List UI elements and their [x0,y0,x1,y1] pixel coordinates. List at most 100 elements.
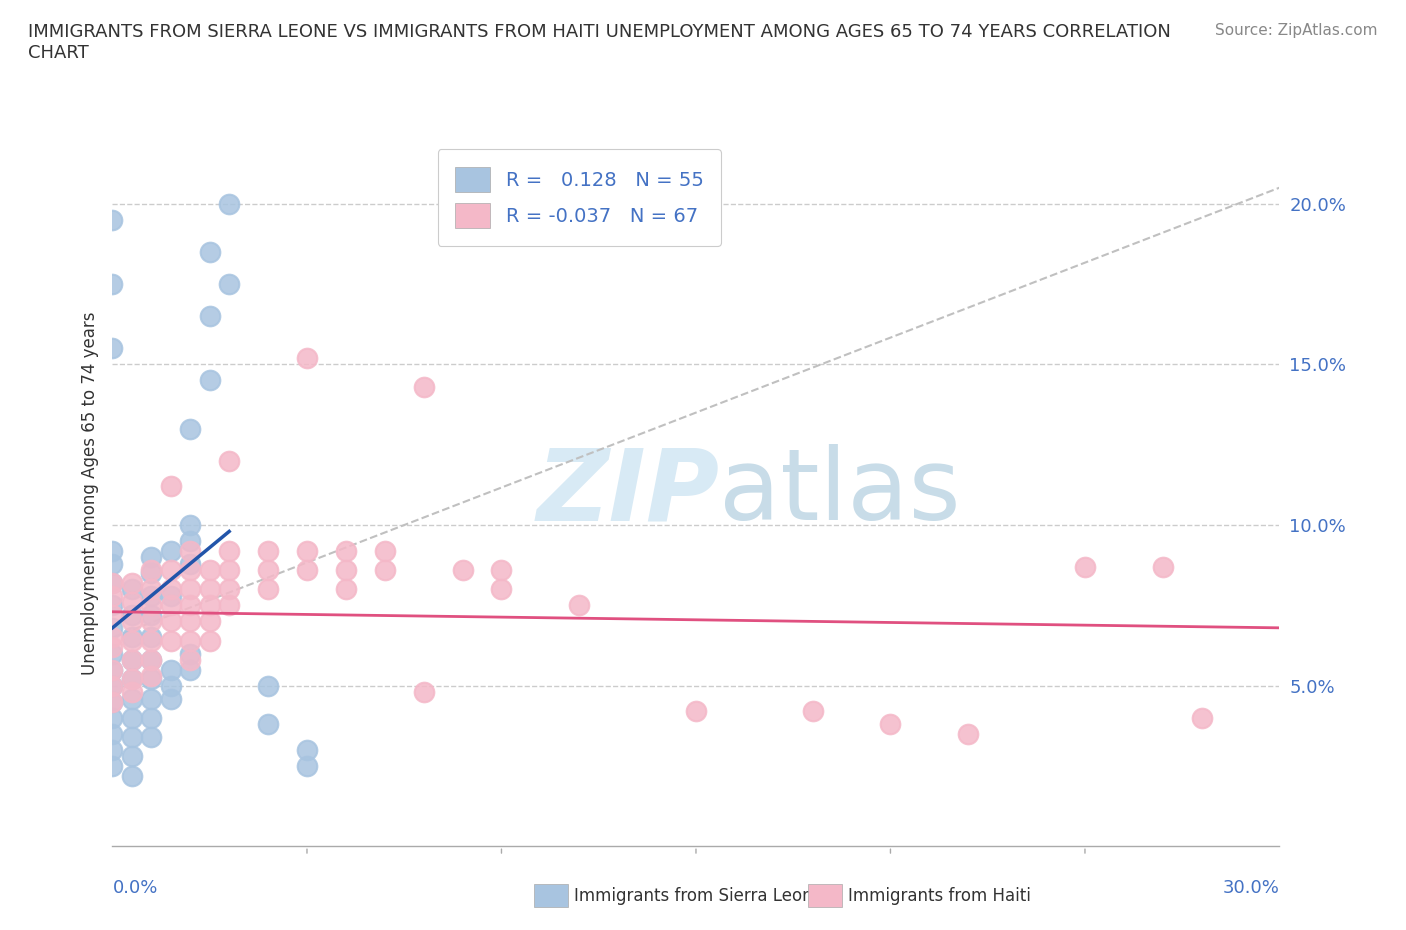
Point [179,556,201,571]
Point [141,565,163,580]
Legend: R =   0.128   N = 55, R = -0.037   N = 67: R = 0.128 N = 55, R = -0.037 N = 67 [437,149,721,246]
Point [141,550,163,565]
Point [218,276,240,291]
Point [160,662,183,677]
Text: Immigrants from Sierra Leone: Immigrants from Sierra Leone [574,886,823,905]
Point [491,563,513,578]
Text: CHART: CHART [28,44,89,61]
Point [141,671,163,686]
Point [451,563,474,578]
Point [101,630,124,644]
Point [101,576,124,591]
Point [1152,559,1174,574]
Point [412,379,434,394]
Point [179,518,201,533]
Text: Source: ZipAtlas.com: Source: ZipAtlas.com [1215,23,1378,38]
Point [121,730,143,745]
Point [141,730,163,745]
Point [101,640,124,655]
Point [198,309,221,324]
Point [160,614,183,629]
Point [218,196,240,211]
Point [141,614,163,629]
Point [160,678,183,693]
Point [160,582,183,597]
Point [121,576,143,591]
Point [568,598,591,613]
Point [179,534,201,549]
Point [257,717,280,732]
Point [218,453,240,468]
Point [160,543,183,558]
Point [335,582,357,597]
Point [160,563,183,578]
Point [121,671,143,686]
Point [141,653,163,668]
Point [101,726,124,741]
Point [879,717,901,732]
Point [101,576,124,591]
Point [101,678,124,693]
Point [179,662,201,677]
Point [121,653,143,668]
Point [121,594,143,609]
Point [198,373,221,388]
Point [121,749,143,764]
Point [121,582,143,597]
Point [160,589,183,604]
Point [198,563,221,578]
Point [141,563,163,578]
Point [295,543,318,558]
Point [121,653,143,668]
Point [179,582,201,597]
Point [801,704,824,719]
Y-axis label: Unemployment Among Ages 65 to 74 years: Unemployment Among Ages 65 to 74 years [80,312,98,674]
Point [141,691,163,706]
Point [257,678,280,693]
Point [121,711,143,725]
Point [101,556,124,571]
Point [295,742,318,757]
Text: IMMIGRANTS FROM SIERRA LEONE VS IMMIGRANTS FROM HAITI UNEMPLOYMENT AMONG AGES 65: IMMIGRANTS FROM SIERRA LEONE VS IMMIGRAN… [28,23,1171,41]
Point [160,598,183,613]
Point [121,684,143,699]
Point [179,598,201,613]
Point [141,653,163,668]
Point [141,633,163,648]
Point [179,614,201,629]
Point [218,598,240,613]
Point [121,630,143,644]
Point [141,630,163,644]
Text: ZIP: ZIP [536,445,720,541]
Point [101,646,124,661]
Text: 30.0%: 30.0% [1223,879,1279,897]
Point [121,614,143,629]
Point [101,620,124,635]
Point [160,691,183,706]
Point [179,633,201,648]
Point [218,563,240,578]
Point [141,589,163,604]
Point [257,543,280,558]
Point [160,633,183,648]
Text: atlas: atlas [720,445,960,541]
Point [101,276,124,291]
Point [101,711,124,725]
Text: Immigrants from Haiti: Immigrants from Haiti [848,886,1031,905]
Point [101,341,124,356]
Point [179,646,201,661]
Point [141,582,163,597]
Point [121,671,143,686]
Point [101,662,124,677]
Point [141,669,163,684]
Point [295,351,318,365]
Point [179,563,201,578]
Point [257,563,280,578]
Point [412,684,434,699]
Point [101,759,124,774]
Point [179,421,201,436]
Point [218,543,240,558]
Point [374,563,396,578]
Point [335,563,357,578]
Point [101,212,124,227]
